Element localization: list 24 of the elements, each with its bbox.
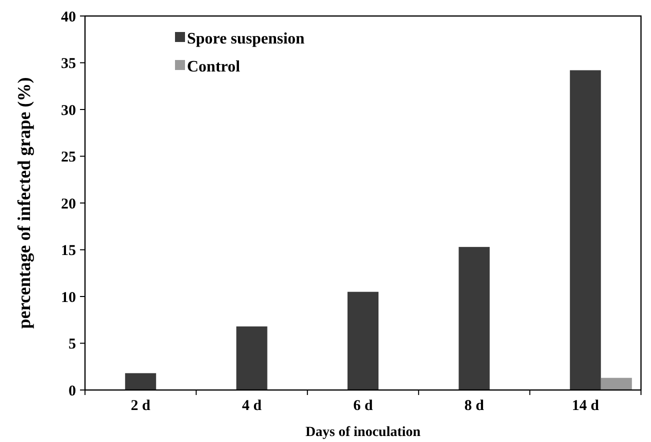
bar	[570, 70, 601, 390]
x-tick-label: 8 d	[464, 398, 485, 414]
y-tick-label: 0	[68, 383, 76, 400]
y-tick-label: 10	[61, 290, 76, 306]
bar	[236, 326, 268, 390]
x-tick-label: 6 d	[353, 398, 374, 414]
x-axis-title: Days of inoculation	[305, 425, 421, 440]
y-tick-label: 25	[61, 150, 76, 166]
bar	[348, 292, 378, 390]
bar	[458, 246, 490, 390]
y-axis-title: percentage of infected grape (%)	[14, 77, 34, 329]
y-tick-label: 5	[68, 336, 76, 352]
x-tick-label: 14 d	[572, 398, 600, 414]
x-tick-label: 4 d	[242, 398, 262, 414]
y-tick-label: 20	[61, 196, 76, 212]
bar	[600, 378, 632, 390]
legend-label: Spore suspension	[187, 30, 305, 48]
legend-label: Control	[187, 58, 241, 76]
y-tick-label: 35	[61, 56, 76, 72]
bar	[125, 373, 156, 390]
y-tick-label: 30	[61, 102, 76, 119]
y-tick-label: 40	[61, 9, 76, 26]
x-tick-label: 2 d	[130, 398, 152, 414]
y-tick-label: 15	[61, 243, 76, 259]
